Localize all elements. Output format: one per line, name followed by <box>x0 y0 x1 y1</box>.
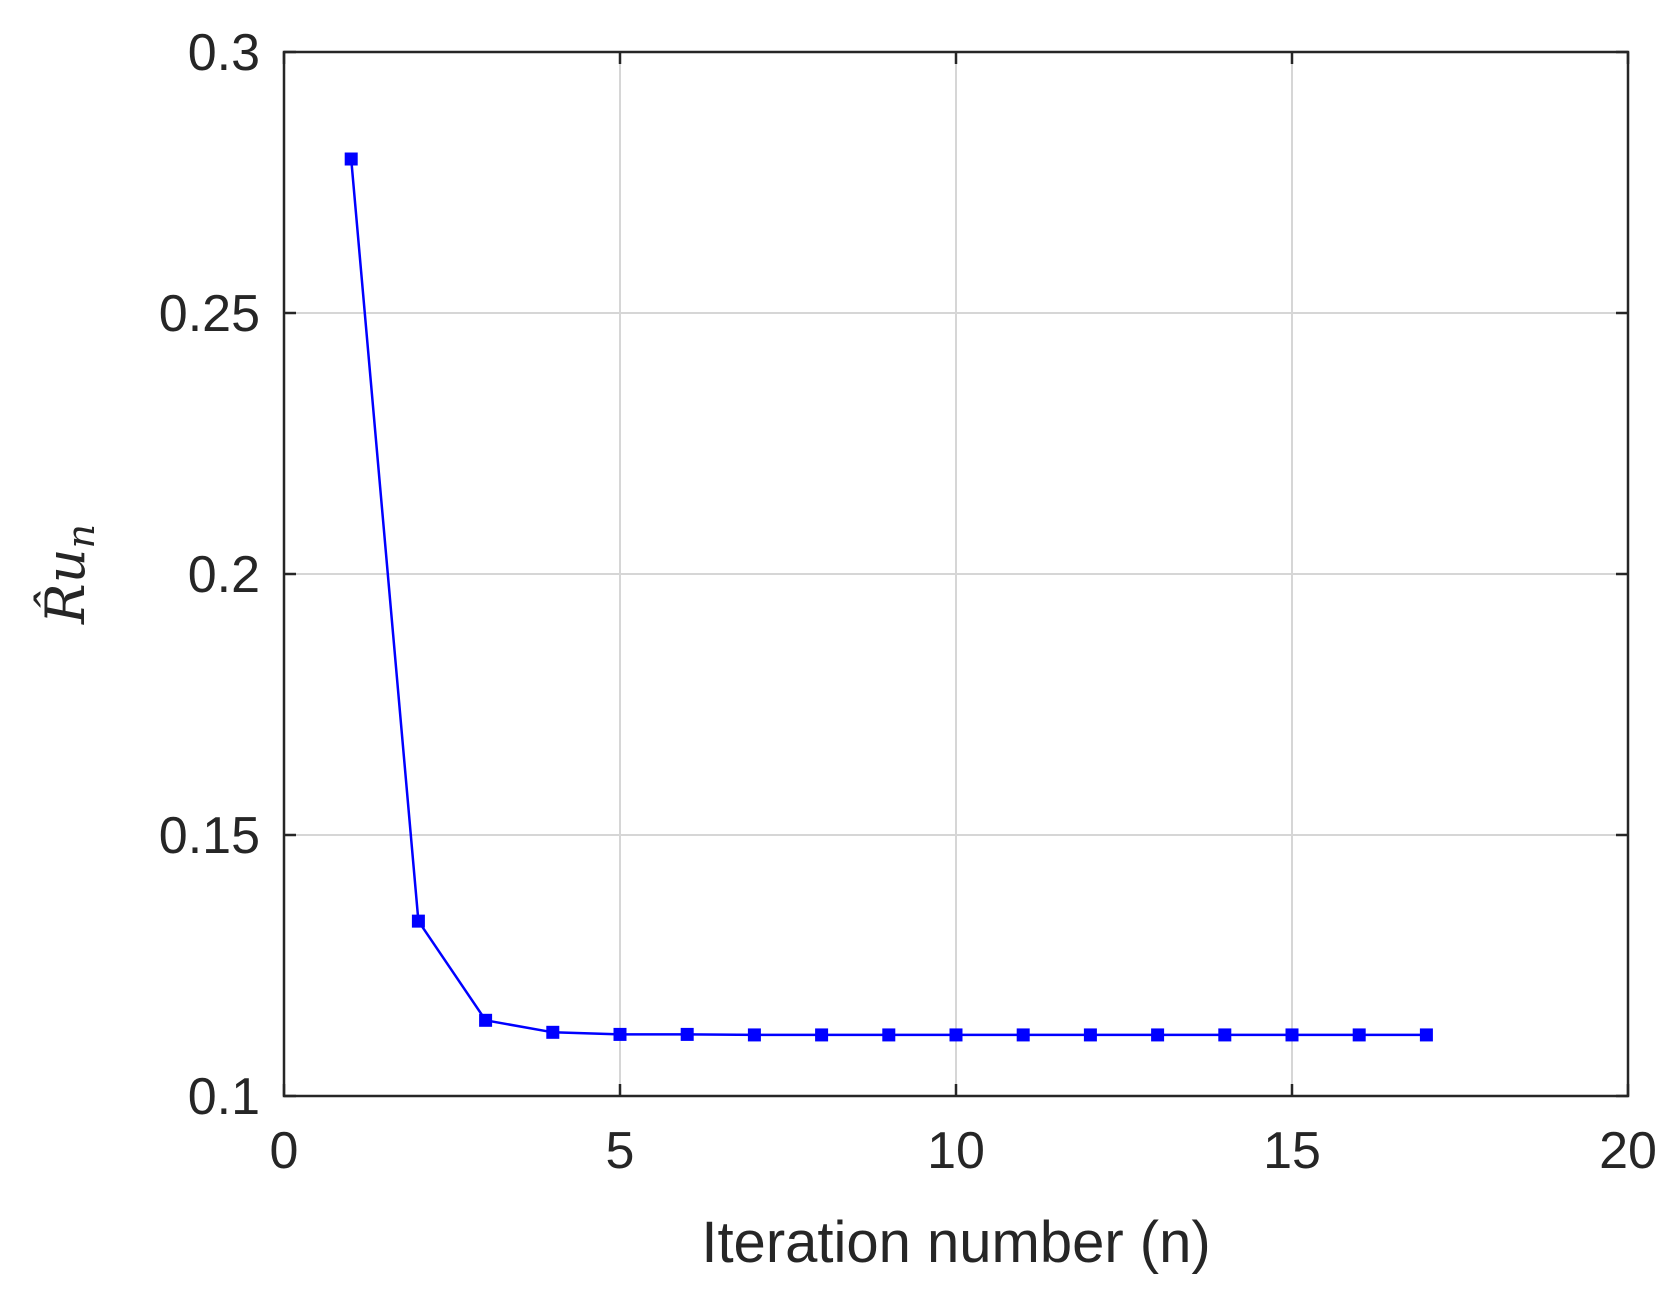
data-point <box>680 1027 694 1041</box>
data-point <box>1016 1028 1030 1042</box>
y-tick-label: 0.1 <box>188 1068 260 1126</box>
y-axis-label-main: R̂u <box>33 549 97 625</box>
data-series <box>344 152 1433 1042</box>
y-tick-label: 0.2 <box>188 546 260 604</box>
x-tick-label: 5 <box>606 1122 635 1180</box>
data-point <box>949 1028 963 1042</box>
data-point <box>411 914 425 928</box>
y-tick-label: 0.25 <box>159 285 260 343</box>
data-point <box>613 1027 627 1041</box>
y-axis-label-subscript: n <box>59 524 103 548</box>
data-point <box>1285 1028 1299 1042</box>
y-axis-label: R̂un <box>33 524 103 625</box>
data-point <box>479 1013 493 1027</box>
x-axis-label: Iteration number (n) <box>701 1210 1210 1275</box>
x-tick-label: 15 <box>1263 1122 1321 1180</box>
data-point <box>882 1028 896 1042</box>
data-point <box>747 1028 761 1042</box>
data-point <box>546 1025 560 1039</box>
y-tick-label: 0.3 <box>188 24 260 82</box>
y-tick-label: 0.15 <box>159 807 260 865</box>
data-point <box>1352 1028 1366 1042</box>
data-point <box>1083 1028 1097 1042</box>
data-point <box>344 152 358 166</box>
data-point <box>815 1028 829 1042</box>
x-tick-label: 20 <box>1599 1122 1657 1180</box>
data-point <box>1151 1028 1165 1042</box>
axis-ticks: 0 5 10 15 20 0.1 0.15 0.2 0.25 0.3 <box>159 24 1657 1180</box>
x-tick-label: 0 <box>270 1122 299 1180</box>
data-point <box>1419 1028 1433 1042</box>
grid-lines <box>284 52 1628 1096</box>
data-point <box>1218 1028 1232 1042</box>
x-tick-label: 10 <box>927 1122 985 1180</box>
